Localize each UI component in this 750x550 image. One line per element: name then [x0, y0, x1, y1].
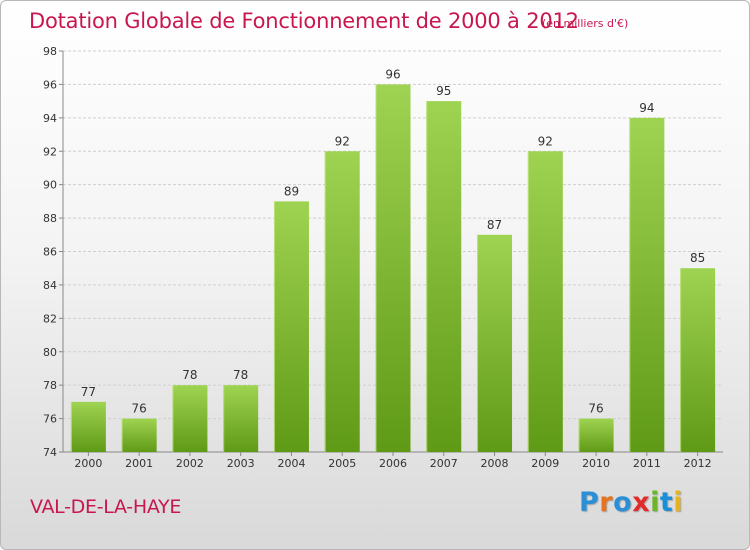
x-tick-label: 2000 [74, 457, 102, 470]
bar [477, 234, 513, 452]
x-tick-label: 2010 [582, 457, 610, 470]
bar-value-label: 96 [385, 67, 400, 81]
x-tick-label: 2007 [430, 457, 458, 470]
y-tick-label: 92 [43, 145, 57, 158]
bar-value-label: 78 [182, 368, 197, 382]
x-tick-label: 2008 [481, 457, 509, 470]
bar-value-label: 76 [132, 402, 147, 416]
bar [680, 268, 716, 452]
bar-value-label: 85 [690, 251, 705, 265]
logo-letter: i [673, 487, 684, 518]
logo-letter: t [659, 487, 674, 518]
bar [375, 84, 411, 453]
y-tick-label: 74 [43, 446, 57, 459]
logo-letter: o [613, 487, 633, 518]
x-tick-label: 2006 [379, 457, 407, 470]
proxiti-logo: Proxiti [579, 487, 683, 518]
y-tick-label: 88 [43, 212, 57, 225]
bar-value-label: 92 [335, 134, 350, 148]
x-tick-label: 2012 [684, 457, 712, 470]
location-label: VAL-DE-LA-HAYE [30, 496, 182, 518]
x-tick-label: 2009 [531, 457, 559, 470]
y-tick-label: 82 [43, 312, 57, 325]
bar [426, 101, 462, 452]
bar [324, 151, 360, 452]
y-tick-label: 86 [43, 246, 57, 259]
bar-value-label: 92 [538, 134, 553, 148]
x-tick-label: 2005 [328, 457, 356, 470]
bar-value-label: 77 [81, 385, 96, 399]
bars [70, 84, 716, 453]
bar-value-label: 94 [639, 101, 654, 115]
logo-letter: x [632, 487, 651, 518]
logo-letter: P [579, 487, 600, 518]
chart-title: Dotation Globale de Fonctionnement de 20… [29, 9, 579, 33]
bar [223, 385, 259, 452]
y-tick-label: 76 [43, 413, 57, 426]
bar [273, 201, 309, 452]
y-tick-label: 84 [43, 279, 57, 292]
bar [629, 117, 665, 452]
y-tick-label: 94 [43, 112, 57, 125]
y-tick-label: 78 [43, 379, 57, 392]
labels: 74 76 78 80 82 84 86 88 90 92 94 96 98 77 2000 76 2001 78… [43, 45, 712, 470]
bar [70, 401, 106, 452]
bar-value-label: 87 [487, 218, 502, 232]
bar [527, 151, 563, 452]
y-tick-label: 98 [43, 45, 57, 58]
bar [121, 418, 157, 452]
logo-letter: i [650, 487, 660, 518]
x-tick-label: 2011 [633, 457, 661, 470]
bar-value-label: 78 [233, 368, 248, 382]
logo-letter: r [599, 487, 614, 518]
bar-value-label: 76 [588, 402, 603, 416]
y-tick-label: 80 [43, 346, 57, 359]
x-tick-label: 2003 [227, 457, 255, 470]
y-tick-label: 90 [43, 179, 57, 192]
x-tick-label: 2004 [277, 457, 305, 470]
bar [172, 385, 208, 452]
units-note: (en milliers d'€) [542, 17, 629, 30]
x-tick-label: 2002 [176, 457, 204, 470]
bar [578, 418, 614, 452]
bar-value-label: 89 [284, 184, 299, 198]
y-tick-label: 96 [43, 78, 57, 91]
x-tick-label: 2001 [125, 457, 153, 470]
bar-value-label: 95 [436, 84, 451, 98]
